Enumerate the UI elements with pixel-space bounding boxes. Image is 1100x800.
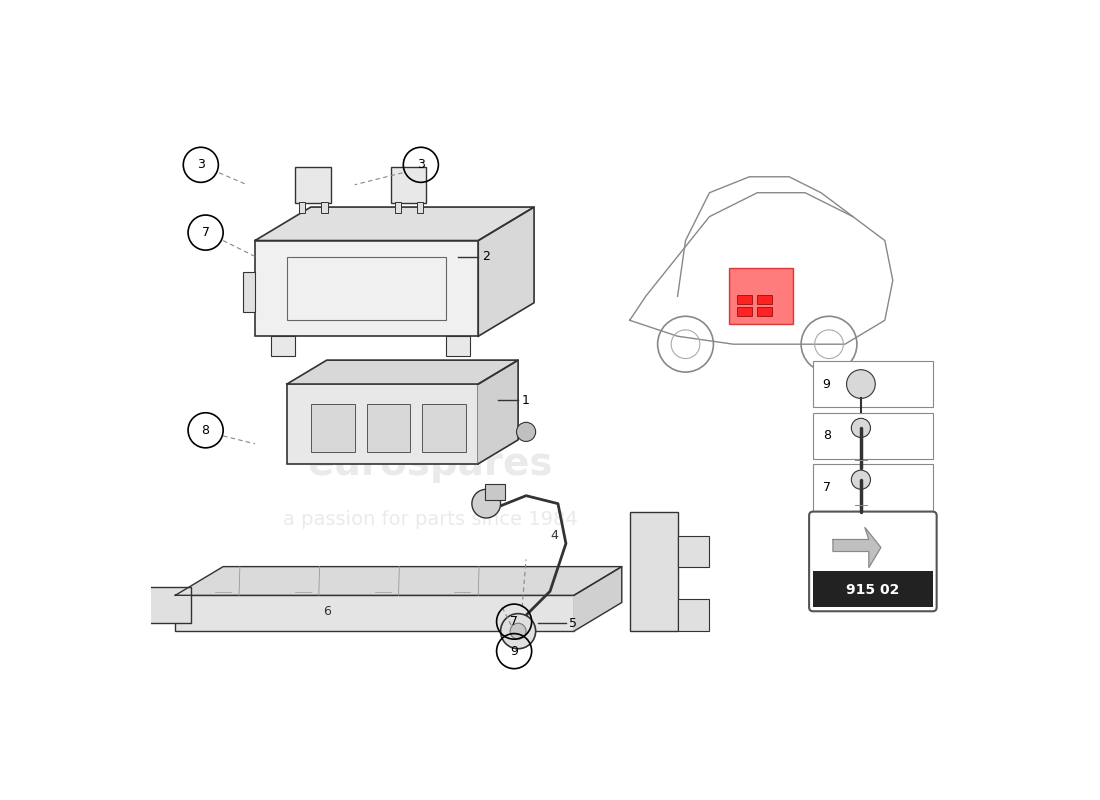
Circle shape bbox=[851, 470, 870, 490]
Text: 4: 4 bbox=[550, 529, 558, 542]
Bar bbox=[243, 273, 255, 312]
FancyBboxPatch shape bbox=[271, 336, 295, 356]
Bar bbox=[737, 306, 751, 316]
Bar bbox=[311, 404, 354, 452]
Polygon shape bbox=[478, 360, 518, 464]
Polygon shape bbox=[574, 566, 622, 631]
Text: 7: 7 bbox=[201, 226, 210, 239]
Bar bbox=[422, 404, 466, 452]
Circle shape bbox=[847, 370, 876, 398]
Bar bbox=[629, 512, 678, 631]
Bar bbox=[395, 202, 400, 213]
Bar bbox=[485, 484, 505, 500]
FancyBboxPatch shape bbox=[295, 167, 331, 203]
Bar bbox=[366, 404, 410, 452]
Bar bbox=[813, 571, 933, 607]
Text: 3: 3 bbox=[417, 158, 425, 171]
Circle shape bbox=[510, 623, 526, 639]
Polygon shape bbox=[255, 207, 535, 241]
Bar bbox=[813, 413, 933, 459]
FancyBboxPatch shape bbox=[255, 241, 478, 336]
Text: 9: 9 bbox=[510, 645, 518, 658]
Text: 1: 1 bbox=[522, 394, 530, 406]
Text: 915 02: 915 02 bbox=[846, 582, 900, 597]
Bar bbox=[417, 202, 424, 213]
Polygon shape bbox=[478, 207, 535, 336]
FancyBboxPatch shape bbox=[390, 167, 427, 203]
Text: 3: 3 bbox=[197, 158, 205, 171]
Bar bbox=[737, 294, 751, 304]
Polygon shape bbox=[175, 566, 621, 595]
FancyBboxPatch shape bbox=[729, 269, 793, 324]
Text: 5: 5 bbox=[569, 617, 578, 630]
Bar bbox=[678, 599, 710, 631]
Text: 2: 2 bbox=[482, 250, 491, 263]
Text: 8: 8 bbox=[201, 424, 210, 437]
FancyBboxPatch shape bbox=[175, 595, 574, 631]
FancyBboxPatch shape bbox=[135, 587, 191, 623]
Polygon shape bbox=[833, 527, 881, 567]
Circle shape bbox=[851, 418, 870, 438]
Text: a passion for parts since 1984: a passion for parts since 1984 bbox=[283, 510, 578, 529]
FancyBboxPatch shape bbox=[287, 384, 478, 464]
Text: 9: 9 bbox=[823, 378, 830, 390]
Text: 7: 7 bbox=[510, 615, 518, 628]
Text: 6: 6 bbox=[322, 605, 331, 618]
Polygon shape bbox=[287, 360, 518, 384]
Circle shape bbox=[472, 490, 500, 518]
Bar bbox=[813, 361, 933, 407]
FancyBboxPatch shape bbox=[447, 336, 471, 356]
FancyBboxPatch shape bbox=[810, 512, 937, 611]
Bar bbox=[321, 202, 328, 213]
Bar bbox=[678, 535, 710, 567]
Text: eurospares: eurospares bbox=[308, 445, 553, 482]
Bar bbox=[757, 294, 771, 304]
Circle shape bbox=[500, 614, 536, 649]
Text: 8: 8 bbox=[823, 430, 830, 442]
Bar bbox=[813, 464, 933, 511]
Text: 7: 7 bbox=[823, 481, 830, 494]
Bar bbox=[757, 306, 771, 316]
Bar bbox=[299, 202, 306, 213]
Circle shape bbox=[517, 422, 536, 442]
